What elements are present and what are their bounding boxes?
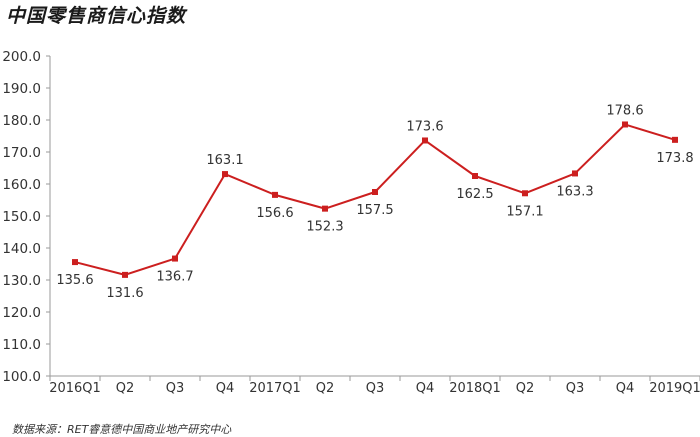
x-tick-label: Q2 — [516, 381, 535, 396]
data-point — [72, 259, 78, 266]
y-tick-label: 110.0 — [2, 337, 41, 353]
data-label: 163.3 — [556, 184, 593, 199]
data-label: 156.6 — [256, 206, 293, 221]
x-tick-label: Q2 — [116, 381, 135, 396]
x-tick-label: Q4 — [616, 381, 635, 396]
x-tick-label: 2016Q1 — [49, 381, 101, 396]
data-point — [572, 170, 578, 177]
data-point — [622, 121, 628, 128]
y-tick-label: 170.0 — [2, 145, 41, 161]
data-label: 152.3 — [306, 220, 343, 235]
series-line — [74, 123, 676, 276]
data-label: 131.6 — [106, 286, 143, 301]
data-label: 136.7 — [156, 270, 193, 285]
y-tick-label: 140.0 — [2, 241, 41, 257]
y-tick-label: 130.0 — [2, 273, 41, 289]
data-point — [172, 255, 178, 262]
data-point — [372, 189, 378, 195]
x-tick-label: Q3 — [566, 381, 585, 396]
data-point — [122, 271, 128, 278]
chart-title: 中国零售商信心指数 — [6, 5, 187, 27]
y-tick-label: 120.0 — [2, 305, 41, 321]
y-tick-label: 150.0 — [2, 209, 41, 225]
x-tick-label: 2019Q1 — [649, 381, 700, 396]
x-tick-label: Q4 — [216, 381, 235, 396]
data-point — [272, 191, 278, 198]
source-note: 数据来源：RET睿意德中国商业地产研究中心 — [12, 423, 232, 436]
data-label: 157.1 — [506, 204, 543, 219]
data-label: 163.1 — [206, 153, 243, 168]
data-label: 173.8 — [656, 151, 693, 166]
y-tick-label: 100.0 — [2, 369, 41, 385]
data-label: 157.5 — [356, 203, 393, 218]
data-label: 173.6 — [406, 119, 443, 134]
x-tick-label: 2017Q1 — [249, 381, 301, 396]
x-tick-label: 2018Q1 — [449, 381, 501, 396]
y-tick-label: 160.0 — [2, 177, 41, 193]
data-point — [422, 137, 428, 144]
x-tick-label: Q3 — [366, 381, 385, 396]
data-point — [472, 173, 478, 179]
x-tick-label: Q3 — [166, 381, 185, 396]
x-tick-label: Q2 — [316, 381, 335, 396]
data-point — [322, 205, 328, 212]
y-tick-label: 190.0 — [2, 81, 41, 97]
data-point — [222, 171, 228, 178]
x-tick-label: Q4 — [416, 381, 435, 396]
data-label: 162.5 — [456, 187, 493, 202]
data-point — [522, 190, 528, 197]
data-label: 135.6 — [56, 273, 93, 288]
y-tick-label: 180.0 — [2, 113, 41, 129]
data-point — [672, 136, 678, 143]
data-label: 178.6 — [606, 103, 643, 118]
y-tick-label: 200.0 — [2, 49, 41, 65]
